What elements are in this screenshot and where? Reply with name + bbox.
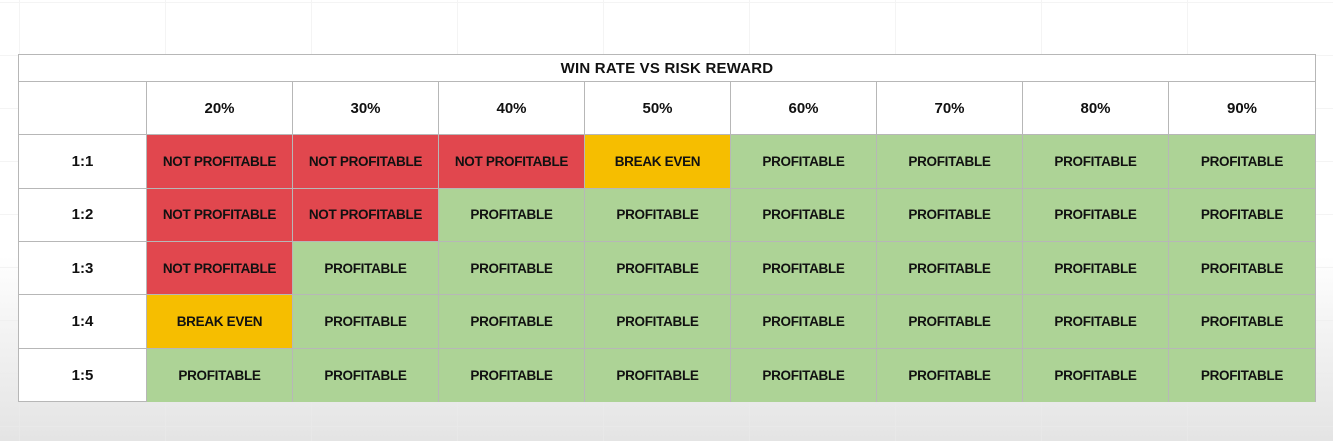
table-cell-profitable[interactable]: PROFITABLE [439, 348, 585, 402]
table-cell-not-profitable[interactable]: NOT PROFITABLE [147, 135, 293, 189]
table-cell-profitable[interactable]: PROFITABLE [877, 135, 1023, 189]
column-header-win-rate[interactable]: 30% [293, 82, 439, 136]
table-cell-profitable[interactable]: PROFITABLE [1023, 188, 1169, 242]
table-cell-break-even[interactable]: BREAK EVEN [147, 295, 293, 349]
table-cell-break-even[interactable]: BREAK EVEN [585, 135, 731, 189]
table-cell-profitable[interactable]: PROFITABLE [585, 241, 731, 296]
table-cell-profitable[interactable]: PROFITABLE [1023, 241, 1169, 296]
table-cell-profitable[interactable]: PROFITABLE [877, 295, 1023, 349]
table-cell-profitable[interactable]: PROFITABLE [293, 348, 439, 402]
column-header-win-rate[interactable]: 60% [731, 82, 877, 136]
table-cell-profitable[interactable]: PROFITABLE [1169, 135, 1315, 189]
column-header-win-rate[interactable]: 40% [439, 82, 585, 136]
table-cell-profitable[interactable]: PROFITABLE [439, 295, 585, 349]
win-rate-risk-reward-table: WIN RATE VS RISK REWARD 20% 30% 40% 50% 60% 7… [18, 54, 1316, 402]
table-cell-profitable[interactable]: PROFITABLE [877, 241, 1023, 296]
table-cell-profitable[interactable]: PROFITABLE [439, 188, 585, 242]
table-cell-not-profitable[interactable]: NOT PROFITABLE [293, 188, 439, 242]
table-cell-profitable[interactable]: PROFITABLE [731, 135, 877, 189]
table-title: WIN RATE VS RISK REWARD [19, 55, 1315, 82]
column-header-win-rate[interactable]: 80% [1023, 82, 1169, 136]
column-header-win-rate[interactable]: 20% [147, 82, 293, 136]
table-cell-profitable[interactable]: PROFITABLE [731, 188, 877, 242]
table-cell-profitable[interactable]: PROFITABLE [439, 241, 585, 296]
column-header-win-rate[interactable]: 50% [585, 82, 731, 136]
row-header-risk-reward[interactable]: 1:2 [19, 188, 147, 242]
table-cell-profitable[interactable]: PROFITABLE [1169, 295, 1315, 349]
table-cell-not-profitable[interactable]: NOT PROFITABLE [147, 188, 293, 242]
table-cell-not-profitable[interactable]: NOT PROFITABLE [439, 135, 585, 189]
table-cell-profitable[interactable]: PROFITABLE [585, 188, 731, 242]
column-header-win-rate[interactable]: 90% [1169, 82, 1315, 136]
row-header-risk-reward[interactable]: 1:1 [19, 135, 147, 189]
row-header-risk-reward[interactable]: 1:4 [19, 295, 147, 349]
table-cell-profitable[interactable]: PROFITABLE [1023, 135, 1169, 189]
table-cell-profitable[interactable]: PROFITABLE [585, 348, 731, 402]
table-cell-not-profitable[interactable]: NOT PROFITABLE [147, 241, 293, 296]
table-cell-profitable[interactable]: PROFITABLE [293, 241, 439, 296]
table-cell-profitable[interactable]: PROFITABLE [877, 188, 1023, 242]
table-cell-profitable[interactable]: PROFITABLE [1023, 348, 1169, 402]
table-cell-profitable[interactable]: PROFITABLE [1169, 348, 1315, 402]
table-cell-profitable[interactable]: PROFITABLE [731, 295, 877, 349]
corner-cell[interactable] [19, 82, 147, 136]
table-cell-profitable[interactable]: PROFITABLE [1023, 295, 1169, 349]
table-cell-not-profitable[interactable]: NOT PROFITABLE [293, 135, 439, 189]
table-cell-profitable[interactable]: PROFITABLE [147, 348, 293, 402]
table-grid: 20% 30% 40% 50% 60% 70% 80% 90% 1:1 NOT PROFITABL… [19, 82, 1315, 402]
table-cell-profitable[interactable]: PROFITABLE [731, 348, 877, 402]
table-cell-profitable[interactable]: PROFITABLE [293, 295, 439, 349]
table-cell-profitable[interactable]: PROFITABLE [585, 295, 731, 349]
table-cell-profitable[interactable]: PROFITABLE [731, 241, 877, 296]
column-header-win-rate[interactable]: 70% [877, 82, 1023, 136]
table-cell-profitable[interactable]: PROFITABLE [877, 348, 1023, 402]
row-header-risk-reward[interactable]: 1:3 [19, 241, 147, 296]
table-cell-profitable[interactable]: PROFITABLE [1169, 188, 1315, 242]
table-cell-profitable[interactable]: PROFITABLE [1169, 241, 1315, 296]
row-header-risk-reward[interactable]: 1:5 [19, 348, 147, 402]
